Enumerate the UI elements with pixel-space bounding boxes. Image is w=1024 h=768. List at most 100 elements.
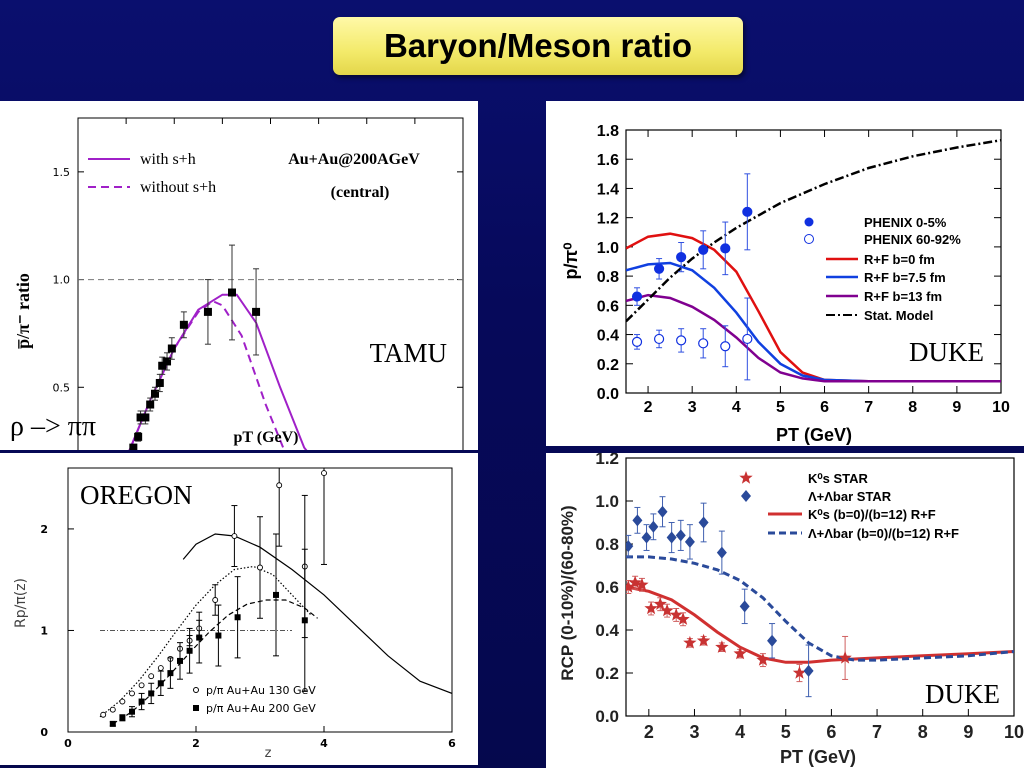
- annotation-model-name: OREGON: [80, 480, 193, 510]
- x-tick-label: 4: [735, 722, 745, 742]
- series-line: [128, 299, 286, 450]
- data-point: [177, 657, 183, 664]
- x-tick-label: 3: [689, 722, 699, 742]
- data-point-diamond: [632, 514, 643, 527]
- legend-marker: [804, 234, 814, 244]
- data-point-diamond: [698, 516, 709, 529]
- data-point: [215, 632, 222, 639]
- data-point: [146, 400, 155, 409]
- data-point: [212, 597, 219, 603]
- x-tick-label: 9: [963, 722, 973, 742]
- data-point-star: [715, 640, 729, 653]
- x-tick-label: 6: [826, 722, 836, 742]
- data-point: [720, 341, 731, 352]
- plot-frame: [625, 129, 1002, 394]
- annotation-model-name: DUKE: [909, 337, 984, 367]
- legend-marker-star: [739, 471, 753, 484]
- annotation-model-name: TAMU: [370, 338, 447, 368]
- y-tick-label: 0.6: [595, 578, 619, 597]
- y-tick-label: 0.4: [595, 621, 619, 640]
- series-line: [626, 555, 1014, 662]
- data-point: [231, 533, 238, 539]
- y-tick-label: 0.4: [597, 328, 619, 345]
- data-point: [321, 470, 327, 477]
- data-point: [109, 706, 116, 713]
- y-tick-label: 1.0: [595, 492, 619, 511]
- series-line: [182, 533, 452, 694]
- data-point: [179, 320, 188, 329]
- oregon-panel: 0 2 4 6 0 1 2 p/π Au+Au 130 GeV p/π Au+Au 200 Ge…: [0, 453, 478, 765]
- data-point: [129, 443, 138, 450]
- data-point-diamond: [716, 546, 727, 559]
- data-point: [742, 206, 753, 217]
- plot-area: [626, 496, 1014, 698]
- data-point: [157, 680, 164, 687]
- data-point: [136, 413, 145, 422]
- data-point-star: [733, 646, 747, 660]
- y-axis-title: p̅/π⁻ ratio: [13, 273, 33, 349]
- x-tick-label: 6: [820, 399, 829, 416]
- slide-title-box: Baryon/Meson ratio: [333, 17, 743, 75]
- annotation-system: Au+Au@200AGeV: [288, 151, 420, 168]
- data-point: [720, 243, 731, 254]
- x-tick-label: 10: [992, 399, 1010, 416]
- data-point: [157, 665, 164, 671]
- legend-label: Λ+Λbar (b=0)/(b=12) R+F: [808, 526, 959, 541]
- data-point-diamond: [626, 540, 634, 553]
- plot-area: [626, 138, 1001, 383]
- y-tick-label: 1.8: [597, 123, 619, 140]
- data-point-star: [660, 603, 674, 617]
- x-tick-label: 4: [732, 399, 741, 416]
- x-tick-label: 6: [448, 737, 456, 750]
- data-point: [252, 307, 261, 316]
- y-tick-label: 0: [40, 726, 48, 739]
- data-point: [203, 307, 212, 316]
- y-tick-label: 0.2: [595, 664, 619, 683]
- annotation-model-name: DUKE: [925, 679, 1000, 709]
- legend-marker: [193, 687, 199, 693]
- x-tick-label: 8: [908, 399, 917, 416]
- data-point: [234, 614, 241, 621]
- duke-ppi-chart: 2 3 4 5 6 7 8 9 10 0.0 0.2 0.4 0.6 0.8 1.0 1.2 1.4 1.6 1.8…: [561, 123, 1010, 445]
- data-point: [163, 357, 172, 366]
- legend-label: without s+h: [140, 179, 216, 196]
- data-point: [148, 690, 155, 697]
- series-line: [626, 138, 1001, 323]
- legend-marker-diamond: [741, 490, 751, 502]
- x-tick-label: 2: [644, 722, 654, 742]
- data-point-diamond: [684, 535, 695, 548]
- plot-area: [128, 244, 308, 450]
- y-tick-label: 0.6: [597, 298, 619, 315]
- data-point: [167, 344, 176, 353]
- x-tick-label: 2: [644, 399, 653, 416]
- annotation-centrality: (central): [331, 184, 390, 201]
- data-point: [100, 711, 107, 718]
- annotation-decay: ρ –> ππ: [10, 411, 96, 442]
- data-point: [129, 708, 135, 715]
- data-point: [119, 698, 126, 705]
- legend-label: Λ+Λbar STAR: [808, 489, 892, 504]
- data-point-star: [792, 666, 807, 679]
- legend-label: p/π Au+Au 200 GeV: [206, 702, 316, 715]
- data-point-star: [838, 650, 852, 664]
- legend-label: K⁰s STAR: [808, 471, 868, 486]
- data-point: [138, 698, 145, 705]
- data-point: [148, 673, 155, 680]
- x-tick-label: 3: [688, 399, 697, 416]
- data-point: [631, 291, 643, 302]
- legend-label: with s+h: [140, 151, 196, 168]
- data-point: [257, 564, 263, 571]
- data-point-star: [669, 607, 683, 621]
- y-tick-label: 1.0: [53, 274, 71, 287]
- x-tick-label: 4: [320, 737, 328, 750]
- y-tick-label: 1.4: [597, 181, 619, 198]
- data-point: [653, 263, 665, 274]
- y-tick-label: 1.6: [597, 152, 619, 169]
- data-point-star: [635, 577, 649, 591]
- data-point-diamond: [657, 505, 668, 518]
- x-tick-label: 7: [864, 399, 873, 416]
- data-point-star: [676, 612, 690, 625]
- data-point: [151, 389, 159, 398]
- oregon-chart: 0 2 4 6 0 1 2 p/π Au+Au 130 GeV p/π Au+Au 200 Ge…: [13, 467, 456, 761]
- plot-area: [99, 468, 452, 727]
